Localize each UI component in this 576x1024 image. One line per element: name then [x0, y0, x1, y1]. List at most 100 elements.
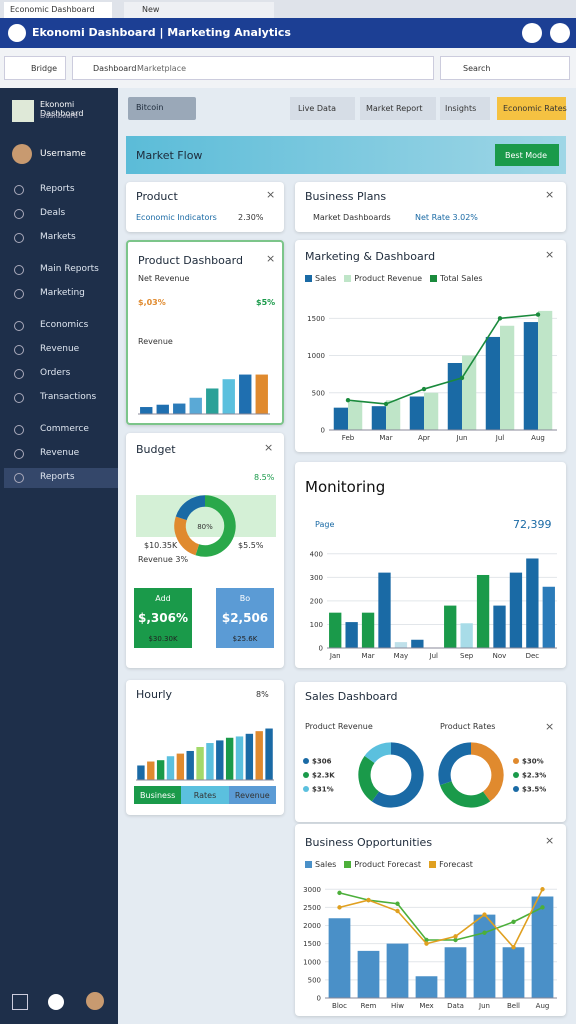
bar [460, 623, 473, 648]
y-tick-label: 500 [312, 389, 325, 397]
card-line: Market Dashboards [313, 213, 391, 222]
legend-item: Forecast [429, 860, 473, 869]
bar [166, 756, 175, 780]
legend-label: Product Forecast [354, 860, 422, 869]
close[interactable]: × [266, 188, 276, 201]
primary-button[interactable]: Economic Rates [497, 97, 567, 120]
close[interactable]: × [545, 188, 555, 201]
nav-icon [14, 185, 24, 195]
x-tick-label: May [394, 652, 408, 660]
bar [239, 374, 252, 414]
x-tick-label: Mar [379, 434, 392, 442]
tile[interactable]: Bo $2,506 $25.6K [216, 588, 274, 648]
brand-logo [12, 100, 34, 122]
logo [8, 24, 26, 42]
address-row: Bridge Dashboard Marketplace Search [0, 48, 576, 88]
donut-slice [371, 742, 424, 808]
nav-item[interactable]: Main Reports [4, 260, 118, 280]
tab[interactable]: Economic Dashboard [4, 2, 112, 18]
url-label: Dashboard [93, 64, 137, 73]
card-title: Sales Dashboard [305, 690, 398, 703]
footer-icon[interactable] [48, 994, 64, 1010]
bar [386, 943, 409, 998]
bar [235, 736, 244, 780]
card: Product × Economic Indicators 2.30% [126, 182, 284, 232]
bar [502, 947, 525, 998]
nav-item[interactable]: Economics [4, 316, 118, 336]
nav-item[interactable]: Transactions [4, 388, 118, 408]
banner-button[interactable]: Best Mode [495, 144, 559, 166]
line [339, 888, 544, 949]
filter[interactable]: Live Data [290, 97, 355, 120]
note: Revenue 3% [138, 555, 189, 564]
url-bar[interactable]: Dashboard Marketplace [72, 56, 434, 80]
x-tick-label: Bell [507, 1002, 520, 1010]
avatar[interactable] [522, 23, 542, 43]
nav-label: Reports [40, 472, 75, 482]
nav-item[interactable]: Orders [4, 364, 118, 384]
nav-label: Markets [40, 232, 76, 242]
tile[interactable]: Add $,306% $30.30K [134, 588, 192, 648]
nav-icon [14, 321, 24, 331]
nav-item[interactable]: Revenue [4, 444, 118, 464]
filter[interactable]: Insights [440, 97, 490, 120]
close[interactable]: × [545, 834, 555, 847]
legend-label: $306 [312, 758, 332, 766]
footer: Business Rates Revenue [134, 786, 276, 804]
site-tab[interactable]: Bridge [4, 56, 66, 80]
nav-item[interactable]: Revenue [4, 340, 118, 360]
legend-swatch [303, 786, 309, 792]
close[interactable]: × [545, 720, 555, 733]
legend-label: Forecast [439, 860, 473, 869]
nav-item[interactable]: Commerce [4, 420, 118, 440]
y-tick-label: 0 [321, 427, 325, 435]
stat: 8.5% [254, 473, 275, 482]
nav-item[interactable]: Markets [4, 228, 118, 248]
nav-item[interactable]: Reports [4, 468, 118, 488]
stat: $5% [256, 298, 276, 307]
close[interactable]: × [266, 252, 276, 265]
legend-item: Product Revenue [344, 274, 422, 283]
user-name: Username [40, 149, 86, 159]
bar [245, 733, 254, 780]
chart: 0 100 200 300 400 Jan Mar May Jul Sep Nov Dec [310, 550, 557, 660]
nav-item[interactable]: Reports [4, 180, 118, 200]
footer-icon[interactable] [12, 994, 28, 1010]
legend-swatch [429, 861, 437, 868]
donut-slice [364, 742, 392, 764]
card: Business Plans × Market Dashboards Net Rat… [295, 182, 566, 232]
card-title: Monitoring [305, 478, 386, 496]
bar [173, 403, 186, 414]
legend-label: $2.3% [522, 772, 546, 780]
tab[interactable]: New [124, 2, 274, 18]
footer-avatar[interactable] [86, 992, 104, 1010]
y-tick-label: 0 [317, 995, 321, 1003]
sidebar: Ekonomi Dashboard Dashboard Username Rep… [0, 88, 118, 1024]
x-tick-label: Hiw [391, 1002, 404, 1010]
line [347, 313, 539, 405]
select[interactable]: Bitcoin [128, 97, 196, 120]
card-title: Marketing & Dashboard [305, 250, 436, 263]
filter[interactable]: Market Report [360, 97, 436, 120]
donut-slice [438, 742, 472, 786]
x-tick-label: Aug [536, 1002, 550, 1010]
bar [371, 406, 386, 430]
chart: $306 $2.3K $31% [303, 742, 424, 808]
settings[interactable] [550, 23, 570, 43]
close[interactable]: × [545, 248, 555, 261]
card-line: Economic Indicators [136, 213, 217, 222]
nav-item[interactable]: Deals [4, 204, 118, 224]
nav-icon [14, 473, 24, 483]
bar [265, 728, 273, 780]
search[interactable]: Search [440, 56, 570, 80]
close[interactable]: × [264, 441, 274, 454]
nav-item[interactable]: Marketing [4, 284, 118, 304]
card: Business Opportunities × Sales Product For… [295, 824, 566, 1016]
nav-icon [14, 233, 24, 243]
bar [137, 765, 145, 780]
bar [424, 392, 439, 430]
legend-label: $3.5% [522, 786, 546, 794]
tab-bar: Economic Dashboard New [0, 0, 576, 18]
bar [361, 612, 375, 648]
